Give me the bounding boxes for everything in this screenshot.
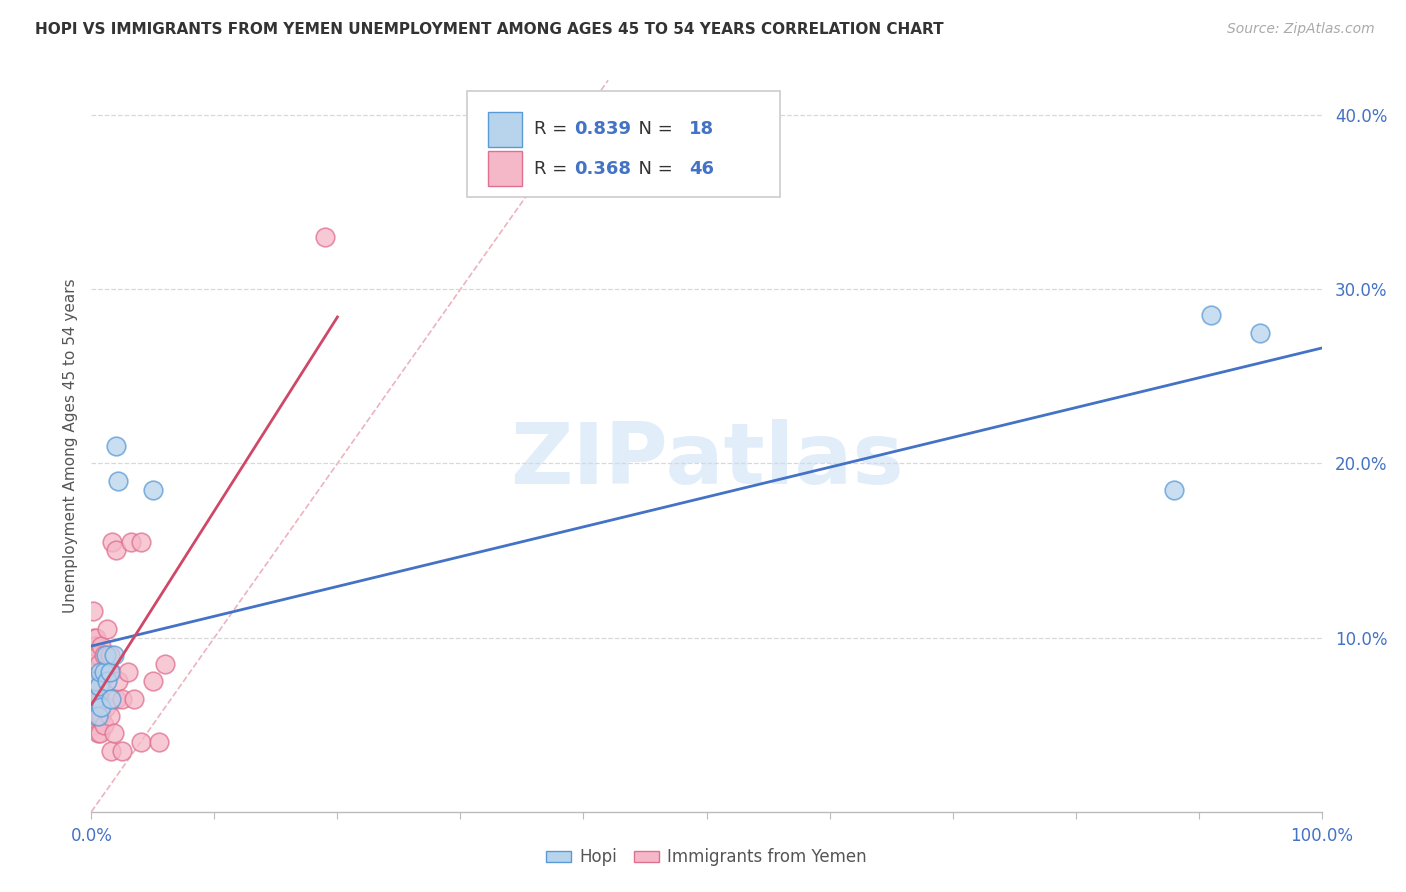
Point: [89, 726, 111, 740]
Point: [86, 674, 108, 689]
Point: [98, 709, 121, 723]
Point: [87, 657, 110, 671]
Text: 0.839: 0.839: [574, 120, 631, 138]
Point: [124, 691, 146, 706]
Point: [1249, 326, 1271, 340]
Point: [93, 665, 115, 680]
Bar: [488, 112, 522, 147]
Legend: Hopi, Immigrants from Yemen: Hopi, Immigrants from Yemen: [540, 841, 873, 873]
Point: [83, 717, 105, 731]
Point: [129, 534, 152, 549]
Point: [98, 648, 121, 662]
Text: 0.368: 0.368: [574, 160, 631, 178]
Text: R =: R =: [534, 120, 574, 138]
Text: R =: R =: [534, 160, 574, 178]
Point: [83, 674, 105, 689]
Point: [107, 474, 129, 488]
FancyBboxPatch shape: [467, 91, 780, 197]
Point: [96, 648, 117, 662]
Point: [93, 717, 115, 731]
Point: [86, 674, 108, 689]
Point: [142, 483, 165, 497]
Point: [120, 534, 142, 549]
Point: [96, 622, 118, 636]
Point: [117, 665, 139, 680]
Point: [1199, 309, 1222, 323]
Point: [1163, 483, 1185, 497]
Text: HOPI VS IMMIGRANTS FROM YEMEN UNEMPLOYMENT AMONG AGES 45 TO 54 YEARS CORRELATION: HOPI VS IMMIGRANTS FROM YEMEN UNEMPLOYME…: [35, 22, 943, 37]
Point: [91, 674, 114, 689]
Text: N =: N =: [627, 120, 678, 138]
Text: Source: ZipAtlas.com: Source: ZipAtlas.com: [1227, 22, 1375, 37]
Point: [84, 691, 107, 706]
Point: [89, 665, 111, 680]
Point: [153, 657, 177, 671]
Point: [96, 665, 118, 680]
Point: [89, 691, 111, 706]
Point: [96, 700, 117, 714]
Point: [105, 543, 127, 558]
Point: [93, 648, 115, 662]
Point: [111, 744, 134, 758]
Point: [87, 709, 110, 723]
Point: [86, 648, 108, 662]
Point: [101, 534, 124, 549]
Point: [86, 709, 108, 723]
Text: ZIPatlas: ZIPatlas: [509, 419, 904, 502]
Point: [84, 691, 107, 706]
Point: [86, 631, 108, 645]
Point: [103, 726, 125, 740]
Point: [100, 691, 122, 706]
Y-axis label: Unemployment Among Ages 45 to 54 years: Unemployment Among Ages 45 to 54 years: [62, 278, 77, 614]
Point: [148, 735, 170, 749]
Point: [100, 665, 122, 680]
Text: N =: N =: [627, 160, 678, 178]
Point: [105, 691, 127, 706]
Point: [100, 744, 122, 758]
Point: [87, 679, 110, 693]
Point: [103, 648, 125, 662]
Point: [314, 230, 336, 244]
Point: [105, 439, 127, 453]
Point: [90, 700, 112, 714]
Text: 18: 18: [689, 120, 714, 138]
Point: [96, 674, 118, 689]
Point: [84, 640, 107, 654]
Point: [82, 682, 104, 697]
Point: [86, 726, 108, 740]
Point: [107, 674, 129, 689]
Point: [98, 665, 121, 680]
Point: [86, 691, 108, 706]
Point: [111, 691, 134, 706]
Point: [129, 735, 152, 749]
Point: [90, 709, 112, 723]
Point: [82, 604, 104, 618]
Point: [86, 709, 108, 723]
Point: [83, 631, 105, 645]
Bar: [488, 152, 522, 186]
Text: 46: 46: [689, 160, 714, 178]
Point: [142, 674, 165, 689]
Point: [82, 648, 104, 662]
Point: [90, 640, 112, 654]
